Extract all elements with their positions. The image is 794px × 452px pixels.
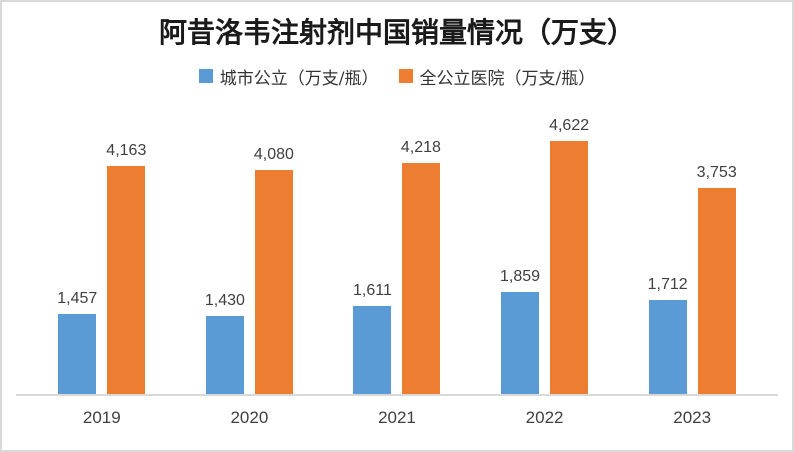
bar-urban-public-2022[interactable] bbox=[501, 292, 540, 394]
chart-title: 阿昔洛韦注射剂中国销量情况（万支） bbox=[158, 16, 635, 49]
bar-group-2022: 1,859 4,622 bbox=[471, 87, 619, 394]
bar-value-label: 1,430 bbox=[204, 292, 245, 309]
legend-item-urban-public[interactable]: 城市公立（万支/瓶） bbox=[198, 64, 379, 89]
bar-value-label: 4,080 bbox=[253, 146, 294, 163]
x-axis-labels: 2019 2020 2021 2022 2023 bbox=[28, 396, 766, 428]
bar-column: 1,430 bbox=[205, 292, 245, 394]
bar-value-label: 1,611 bbox=[353, 282, 392, 299]
bar-column: 1,712 bbox=[648, 276, 688, 394]
bar-all-public-2020[interactable] bbox=[254, 170, 293, 394]
legend: 城市公立（万支/瓶） 全公立医院（万支/瓶） bbox=[2, 64, 792, 89]
bar-value-label: 1,859 bbox=[500, 268, 541, 285]
bar-value-label: 4,163 bbox=[106, 142, 147, 159]
bar-value-label: 4,622 bbox=[549, 117, 590, 134]
bar-column: 1,611 bbox=[353, 282, 392, 394]
bar-all-public-2019[interactable] bbox=[107, 166, 146, 394]
bar-value-label: 3,753 bbox=[696, 164, 737, 181]
bar-all-public-2023[interactable] bbox=[697, 188, 736, 394]
bar-value-label: 1,712 bbox=[647, 276, 688, 293]
legend-swatch-blue-icon bbox=[198, 69, 213, 83]
bar-group-2019: 1,457 4,163 bbox=[28, 87, 176, 394]
bar-group-2023: 1,712 3,753 bbox=[618, 87, 766, 394]
bar-column: 4,622 bbox=[549, 117, 589, 394]
legend-label-all-public-hospitals: 全公立医院（万支/瓶） bbox=[419, 68, 596, 89]
bar-column: 1,859 bbox=[500, 268, 540, 394]
bar-urban-public-2021[interactable] bbox=[353, 306, 392, 394]
bar-column: 4,163 bbox=[106, 142, 146, 394]
legend-item-all-public-hospitals[interactable]: 全公立医院（万支/瓶） bbox=[398, 64, 596, 89]
bar-all-public-2022[interactable] bbox=[550, 141, 589, 394]
bar-column: 1,457 bbox=[57, 290, 97, 394]
bar-urban-public-2023[interactable] bbox=[648, 300, 687, 394]
bar-all-public-2021[interactable] bbox=[401, 163, 440, 394]
x-axis-label-2020: 2020 bbox=[230, 408, 269, 427]
legend-label-urban-public: 城市公立（万支/瓶） bbox=[219, 68, 379, 89]
bar-value-label: 4,218 bbox=[400, 139, 441, 156]
x-axis-label-2019: 2019 bbox=[82, 408, 121, 427]
bar-column: 4,080 bbox=[254, 146, 294, 394]
bar-group-2020: 1,430 4,080 bbox=[176, 87, 324, 394]
plot-area: 1,457 4,163 1,430 4,080 1,611 4,218 1,859 4,622… bbox=[28, 87, 766, 394]
legend-swatch-orange-icon bbox=[398, 69, 413, 83]
bar-urban-public-2020[interactable] bbox=[205, 316, 244, 394]
bar-group-2021: 1,611 4,218 bbox=[323, 87, 471, 394]
bar-value-label: 1,457 bbox=[57, 290, 98, 307]
bar-urban-public-2019[interactable] bbox=[58, 314, 97, 394]
bar-column: 4,218 bbox=[401, 139, 441, 394]
x-axis-label-2022: 2022 bbox=[525, 408, 564, 427]
x-axis-label-2021: 2021 bbox=[378, 408, 416, 427]
x-axis-line bbox=[16, 394, 778, 396]
bar-column: 3,753 bbox=[697, 164, 737, 394]
x-axis-label-2023: 2023 bbox=[673, 408, 712, 427]
